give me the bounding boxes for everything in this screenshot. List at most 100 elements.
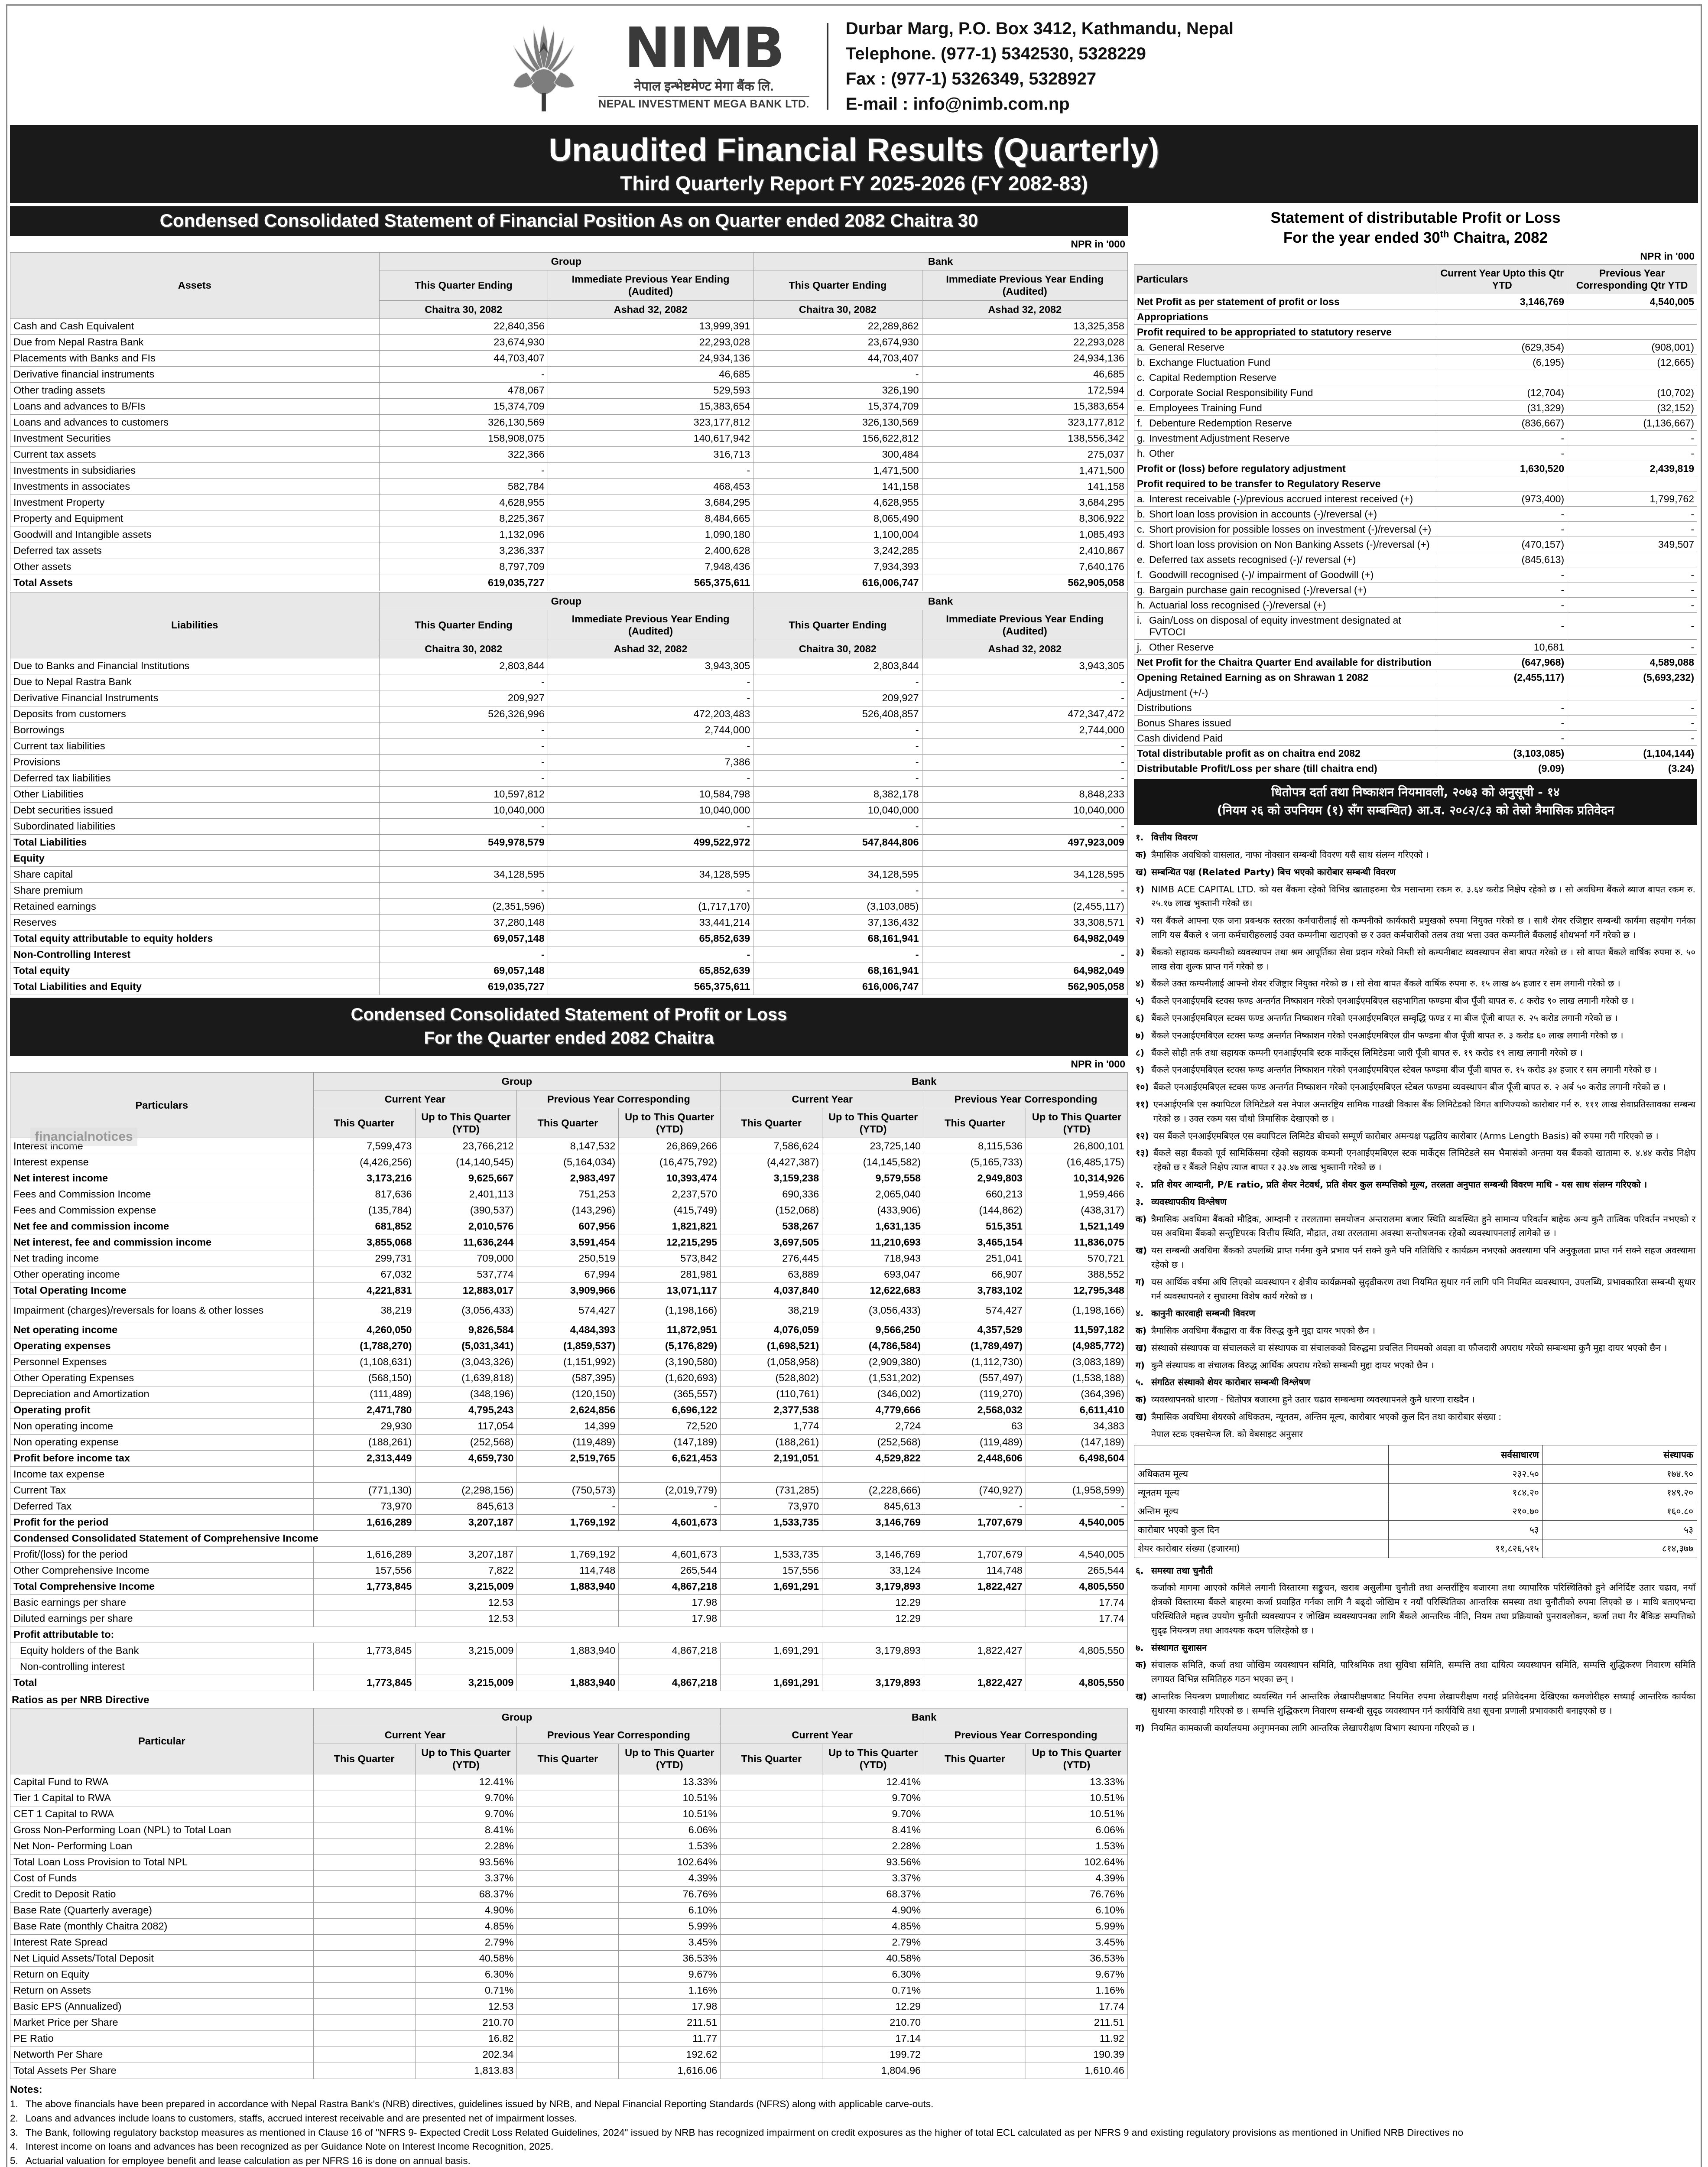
row-marker: h. bbox=[1137, 447, 1146, 459]
row-value: - bbox=[922, 754, 1128, 771]
row-value bbox=[313, 1594, 416, 1611]
table-row: Basic earnings per share 12.53 17.98 12.29 1… bbox=[10, 1594, 1128, 1611]
row-value: 23,674,930 bbox=[379, 334, 548, 351]
nepali-item: ६. समस्या तथा चुनौती bbox=[1136, 1564, 1695, 1578]
item-marker: ८) bbox=[1136, 1047, 1145, 1058]
row-value: (31,329) bbox=[1437, 400, 1568, 416]
row-value: 3,207,187 bbox=[415, 1546, 517, 1563]
row-label: Share premium bbox=[10, 882, 380, 899]
row-value: 1,883,940 bbox=[516, 1642, 619, 1659]
row-value: - bbox=[618, 1498, 721, 1515]
row-value: 322,366 bbox=[379, 446, 548, 463]
row-label: Total equity bbox=[10, 962, 380, 979]
pl-h4: Up to This Quarter (YTD) bbox=[618, 1107, 721, 1139]
row-label: Networth Per Share bbox=[10, 2046, 314, 2063]
row-value bbox=[516, 2046, 619, 2063]
row-value: 281,981 bbox=[618, 1266, 721, 1283]
row-value: 2,400,628 bbox=[547, 542, 754, 559]
row-value: 4,628,955 bbox=[379, 494, 548, 511]
row-value: 17.74 bbox=[1025, 1610, 1128, 1627]
row-value: 547,844,806 bbox=[753, 834, 922, 851]
group-date-current-2: Chaitra 30, 2082 bbox=[379, 640, 548, 658]
row-value: 10,393,474 bbox=[618, 1170, 721, 1187]
row-value: 34,383 bbox=[1025, 1418, 1128, 1435]
item-text: प्रति शेयर आम्दानी, P/E ratio, प्रति शेय… bbox=[1151, 1179, 1647, 1190]
pl-h7: This Quarter bbox=[924, 1107, 1026, 1139]
row-value: 10,040,000 bbox=[753, 802, 922, 819]
row-value bbox=[313, 2014, 416, 2031]
header-divider bbox=[826, 23, 828, 110]
row-value: 46,685 bbox=[922, 366, 1128, 383]
row-value: 570,721 bbox=[1025, 1250, 1128, 1267]
row-value bbox=[313, 1610, 416, 1627]
row-value: 6.30% bbox=[822, 1966, 925, 1983]
row-value bbox=[516, 1902, 619, 1919]
row-label: Profit/(loss) for the period bbox=[10, 1546, 314, 1563]
row-label: Personnel Expenses bbox=[10, 1354, 314, 1370]
item-text: त्रैमासिक अवधिमा शेयरको अधिकतम, न्यूनतम,… bbox=[1151, 1412, 1502, 1422]
row-value bbox=[313, 1822, 416, 1838]
table-row: Gross Non-Performing Loan (NPL) to Total… bbox=[10, 1822, 1128, 1838]
row-value: (2,909,380) bbox=[822, 1354, 925, 1370]
row-value: 1.53% bbox=[618, 1838, 721, 1855]
table-row: Property and Equipment 8,225,367 8,484,665… bbox=[10, 510, 1128, 527]
row-value: (14,140,545) bbox=[415, 1154, 517, 1171]
row-value: 68.37% bbox=[822, 1886, 925, 1903]
row-value: 1.16% bbox=[618, 1982, 721, 1999]
row-marker: h. bbox=[1137, 599, 1146, 611]
row-value: 2.79% bbox=[415, 1934, 517, 1951]
row-value: 4.39% bbox=[1026, 1870, 1128, 1887]
row-value: 114,748 bbox=[516, 1562, 619, 1579]
row-value: 2,237,570 bbox=[618, 1186, 721, 1203]
row-value: 73,970 bbox=[313, 1498, 416, 1515]
row-value: 37,136,432 bbox=[753, 914, 922, 931]
table-row: Diluted earnings per share 12.53 17.98 12.2… bbox=[10, 1610, 1128, 1627]
row-value: - bbox=[922, 946, 1128, 963]
row-value: (3,190,580) bbox=[618, 1354, 721, 1370]
row-label: Equity bbox=[10, 850, 380, 867]
row-label: Market Price per Share bbox=[10, 2014, 314, 2031]
table-row: Loans and advances to customers 326,130,5… bbox=[10, 414, 1128, 431]
row-value: 1,533,735 bbox=[720, 1546, 823, 1563]
nepali-post-body: ६. समस्या तथा चुनौती कर्जाको मागमा आएको कम… bbox=[1134, 1558, 1697, 1735]
row-value bbox=[720, 1918, 823, 1935]
row-label: Total distributable profit as on chaitra… bbox=[1133, 745, 1438, 761]
row-label: Total Comprehensive Income bbox=[10, 1578, 314, 1595]
logo-divider bbox=[598, 95, 809, 97]
row-value: 1,631,135 bbox=[822, 1218, 925, 1235]
row-value bbox=[1437, 370, 1568, 386]
item-text: बैंकले एनआईएमबिएल स्टक्स फण्ड अन्तर्गत न… bbox=[1153, 1082, 1666, 1093]
row-value bbox=[924, 2046, 1026, 2063]
row-label: Return on Assets bbox=[10, 1982, 314, 1999]
row-value: 12.29 bbox=[822, 1594, 925, 1611]
row-value: (119,270) bbox=[924, 1386, 1026, 1402]
row-value: 24,934,136 bbox=[922, 350, 1128, 367]
row-label: Total equity attributable to equity hold… bbox=[10, 930, 380, 947]
pl-group-prev-year: Previous Year Corresponding bbox=[516, 1090, 721, 1108]
nepali-bar-line2: (नियम २६ को उपनियम (१) सँग सम्बन्धित) आ.… bbox=[1217, 803, 1614, 818]
table-row: d. Short loan loss provision on Non Banki… bbox=[1133, 537, 1697, 553]
row-value: 1,471,500 bbox=[922, 462, 1128, 479]
ratios-h3: This Quarter bbox=[516, 1744, 619, 1774]
item-text: आन्तरिक नियन्त्रण प्रणालीबाट व्यवस्थित ग… bbox=[1151, 1691, 1695, 1716]
item-text: यस आर्थिक वर्षमा अघि लिएको व्यवस्थापन र … bbox=[1151, 1276, 1695, 1302]
table-row: Opening Retained Earning as on Shrawan 1… bbox=[1133, 670, 1697, 686]
row-value: 5.99% bbox=[1026, 1918, 1128, 1935]
row-value: 660,213 bbox=[924, 1186, 1026, 1203]
row-value: 4,867,218 bbox=[618, 1642, 721, 1659]
item-marker: १२) bbox=[1136, 1130, 1149, 1141]
group-prev-year-header: Immediate Previous Year Ending (Audited) bbox=[547, 270, 754, 301]
row-value bbox=[313, 2062, 416, 2079]
row-value: 251,041 bbox=[924, 1250, 1026, 1267]
left-column: Condensed Consolidated Statement of Fina… bbox=[10, 206, 1128, 2079]
row-value: (32,152) bbox=[1567, 400, 1697, 416]
row-value bbox=[720, 1658, 823, 1675]
table-row: Personnel Expenses (1,108,631) (3,043,326)… bbox=[10, 1354, 1128, 1370]
row-label: Other Operating Expenses bbox=[10, 1370, 314, 1386]
nepali-item: २) यस बैंकले आफ्ना एक जना प्रबन्धक स्तरका… bbox=[1136, 914, 1695, 942]
row-value: 6.06% bbox=[1026, 1822, 1128, 1838]
row-label: Other trading assets bbox=[10, 382, 380, 399]
row-value: 209,927 bbox=[379, 690, 548, 706]
row-value: 690,336 bbox=[720, 1186, 823, 1203]
row-value: 210.70 bbox=[822, 2014, 925, 2031]
